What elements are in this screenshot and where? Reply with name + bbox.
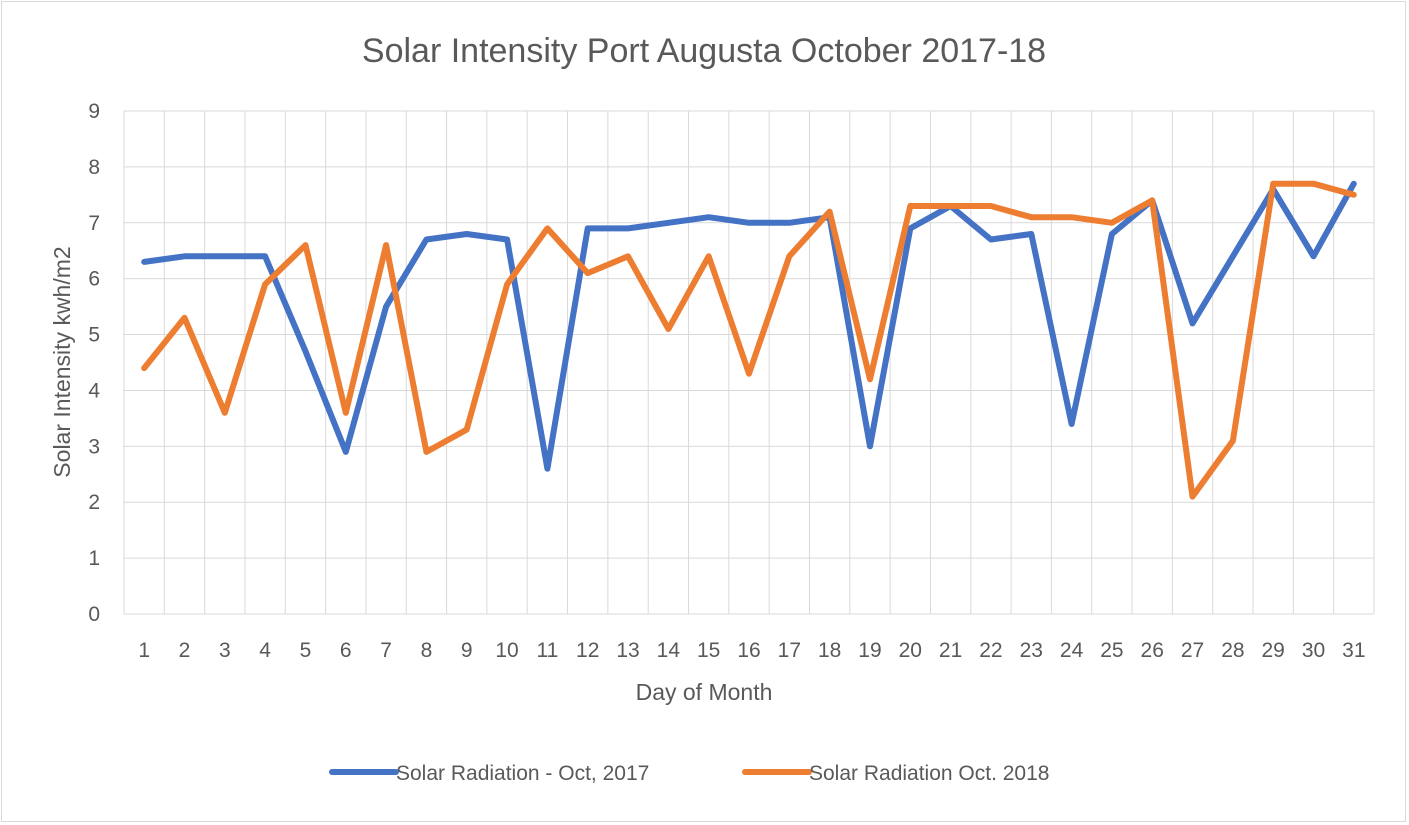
x-tick-label: 17 [778,639,801,662]
y-tick-label: 8 [88,156,100,179]
x-tick-label: 2 [179,639,191,662]
x-tick-label: 11 [536,639,558,662]
y-tick-label: 2 [88,491,100,514]
y-tick-label: 3 [88,435,100,458]
x-tick-label: 9 [461,639,473,662]
y-tick-label: 9 [88,100,100,123]
x-tick-label: 8 [421,639,433,662]
x-tick-label: 29 [1262,639,1285,662]
y-tick-label: 7 [88,212,100,235]
y-axis-ticks: 0 1 2 3 4 5 6 7 8 9 [88,100,100,626]
x-tick-label: 23 [1020,639,1043,662]
x-axis-label: Day of Month [636,679,773,705]
series-lines [141,180,1357,500]
x-tick-label: 13 [616,639,639,662]
y-tick-label: 6 [88,268,100,291]
y-tick-label: 0 [88,603,100,626]
x-tick-label: 5 [300,639,312,662]
legend-label-1: Solar Radiation - Oct, 2017 [396,762,649,785]
x-tick-label: 24 [1060,639,1084,662]
x-tick-label: 18 [818,639,841,662]
x-tick-label: 19 [858,639,881,662]
y-tick-label: 4 [88,379,100,402]
x-tick-label: 28 [1221,639,1244,662]
x-tick-label: 10 [495,639,518,662]
x-tick-label: 3 [219,639,231,662]
series-line-2 [141,180,1357,500]
x-tick-label: 25 [1100,639,1123,662]
y-axis-label: Solar Intensity kwh/m2 [49,246,75,477]
x-tick-label: 12 [576,639,599,662]
x-tick-label: 21 [939,639,962,662]
x-tick-label: 1 [138,639,150,662]
y-tick-label: 1 [88,547,100,570]
x-axis-ticks: 1 2 3 4 5 6 7 8 9 10 11 12 13 14 15 16 17 18 19 20 21 22 23 24 2… [138,639,1365,662]
y-tick-label: 5 [88,324,100,347]
x-tick-label: 31 [1342,639,1365,662]
legend: Solar Radiation - Oct, 2017 Solar Radiati… [329,762,1049,785]
x-tick-label: 16 [737,639,760,662]
legend-label-2: Solar Radiation Oct. 2018 [809,762,1049,785]
x-tick-label: 22 [979,639,1002,662]
chart-title: Solar Intensity Port Augusta October 201… [362,32,1046,70]
x-tick-label: 27 [1181,639,1204,662]
x-tick-label: 7 [380,639,392,662]
x-tick-label: 4 [259,639,271,662]
x-tick-label: 15 [697,639,720,662]
x-tick-label: 30 [1302,639,1325,662]
x-tick-label: 26 [1141,639,1164,662]
x-tick-label: 14 [657,639,681,662]
x-tick-label: 6 [340,639,352,662]
x-tick-label: 20 [899,639,922,662]
